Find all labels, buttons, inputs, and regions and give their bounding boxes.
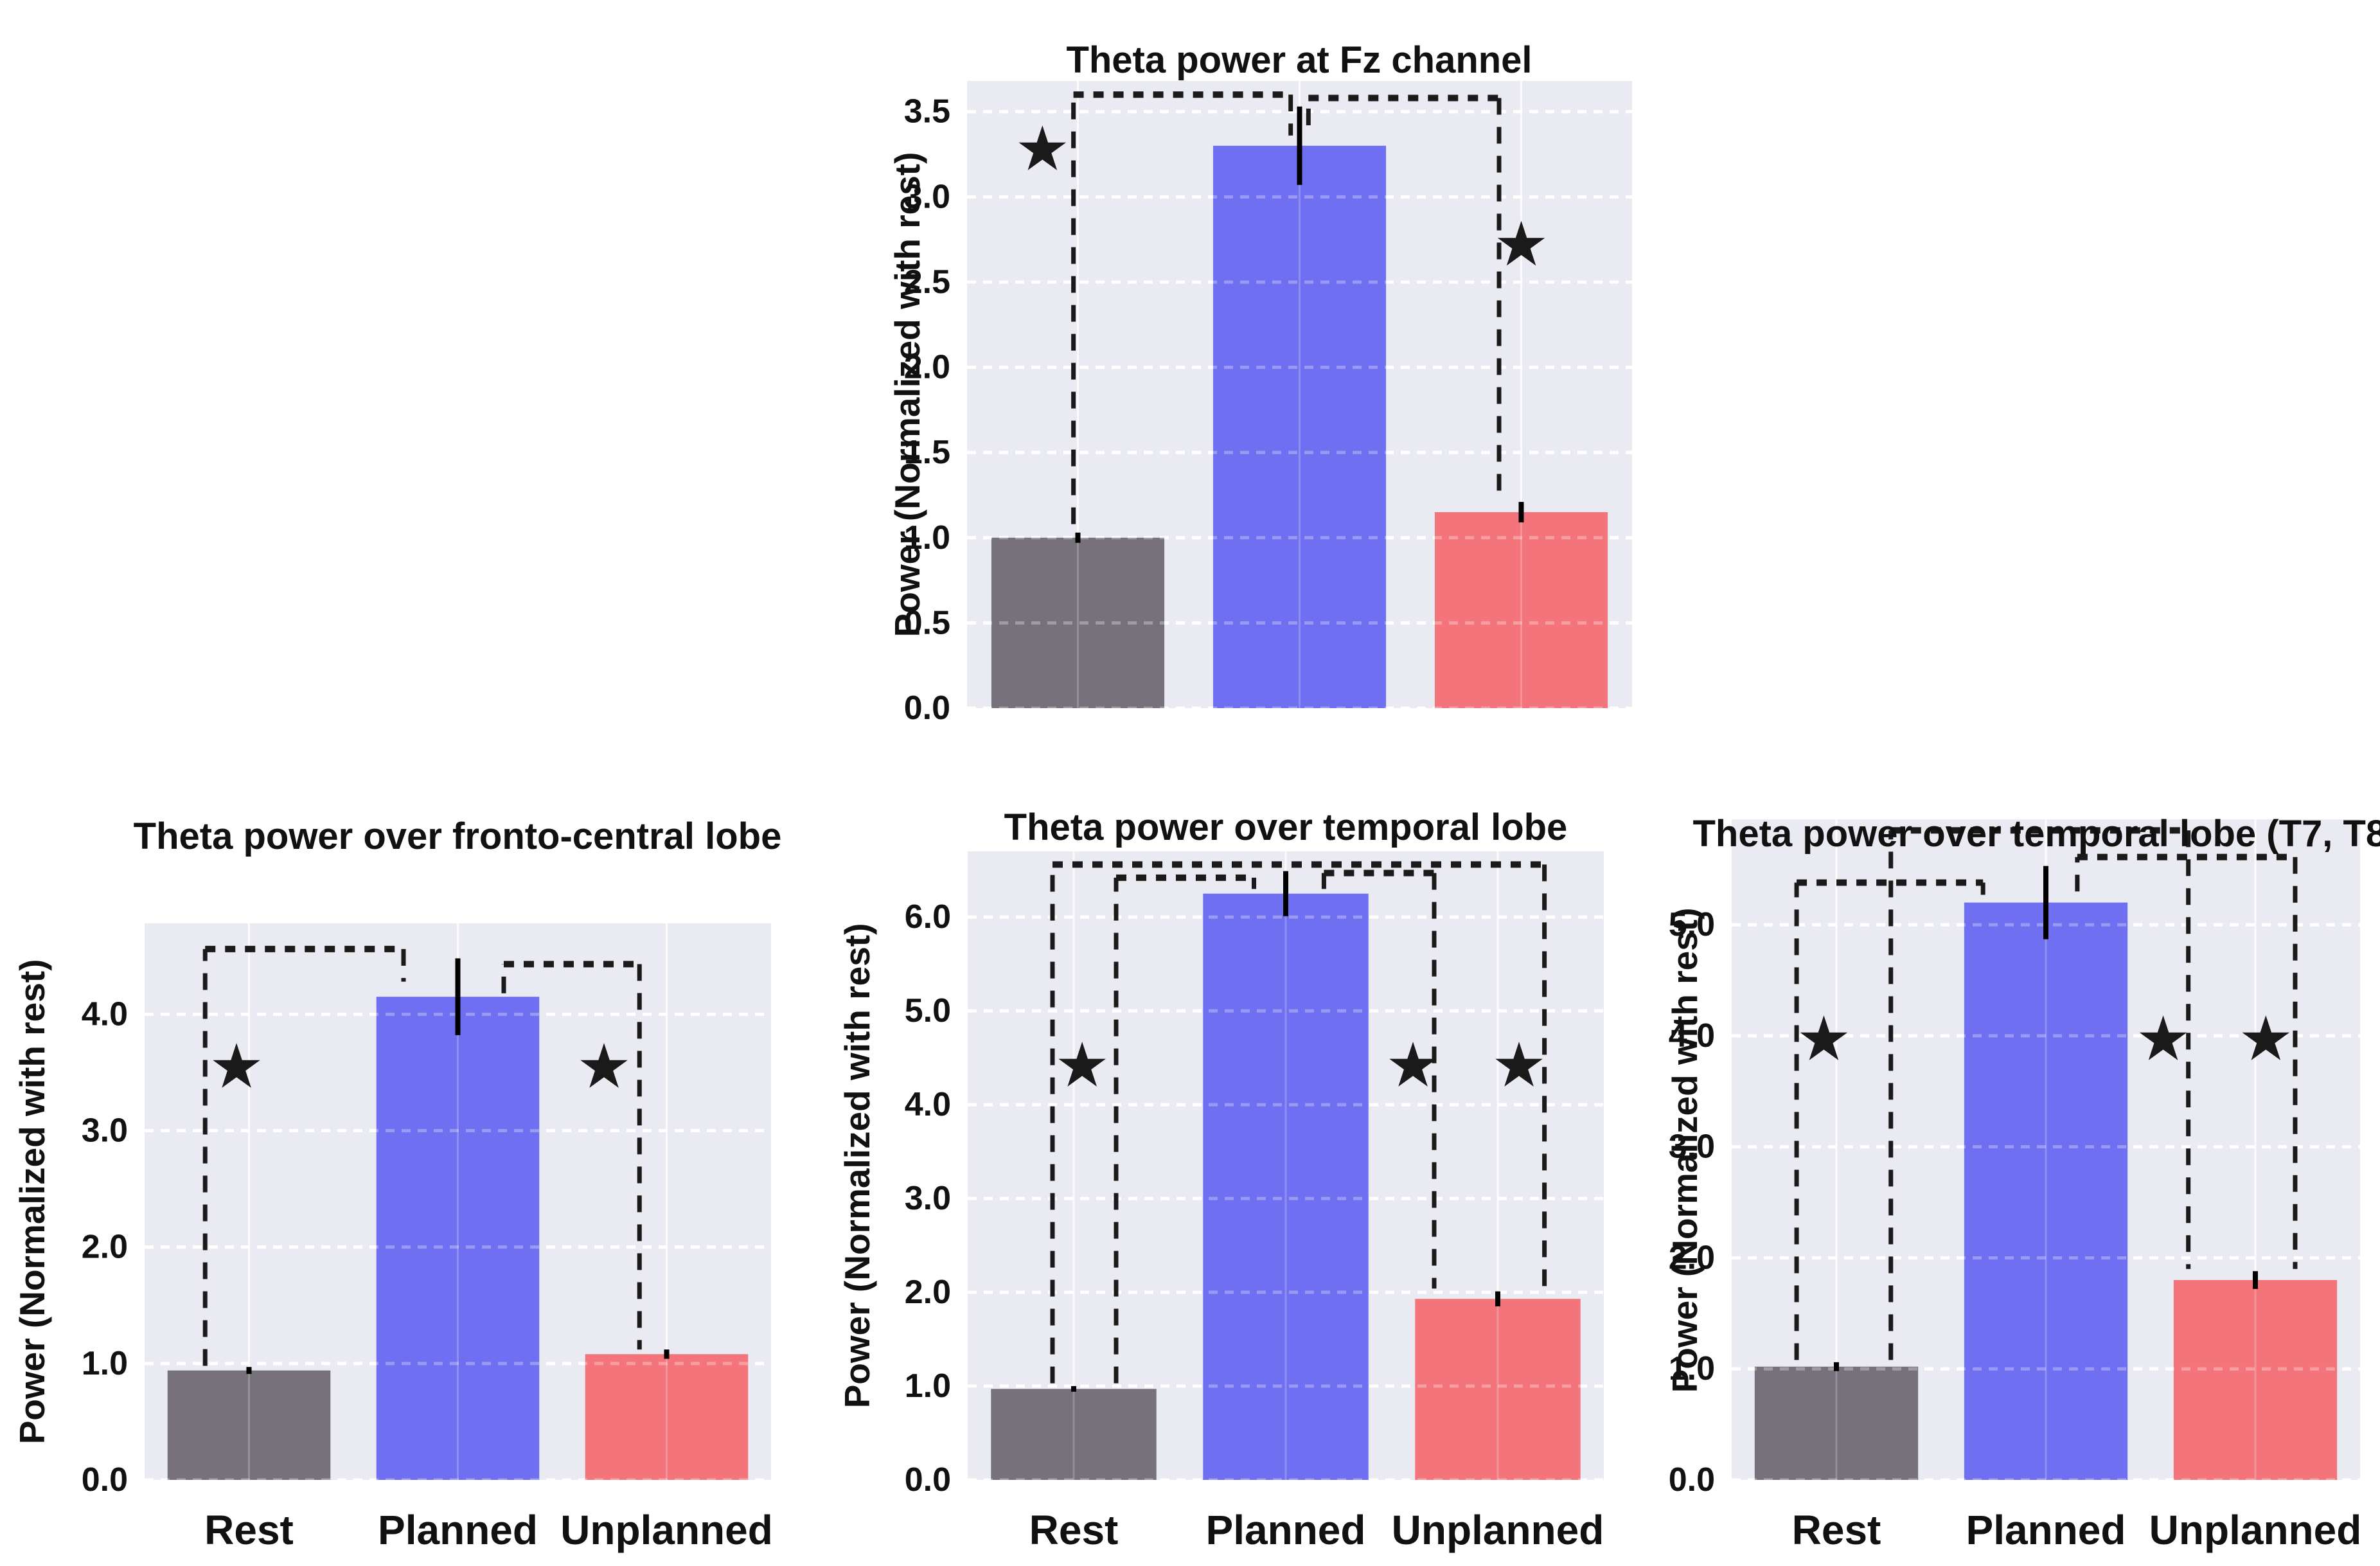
y-tick-label: 2.0	[904, 349, 950, 386]
chart-fz-channel: ★ ★ 0.0 0.5 1.0 1.5 2.0 2.5 3.0 3.5 Theta power a…	[790, 0, 1677, 752]
y-tick-label: 6.0	[905, 898, 951, 936]
y-tick-label: 0.0	[905, 1461, 951, 1499]
y-tick-label: 3.0	[82, 1112, 128, 1149]
y-tick-label: 5.0	[905, 992, 951, 1029]
significance-star-icon: ★	[1015, 115, 1070, 184]
y-axis-label: Power (Normalized with rest)	[12, 959, 52, 1445]
y-axis-label: Power (Normalized with rest)	[837, 923, 877, 1409]
x-tick-label-unplanned: Unplanned	[2149, 1507, 2362, 1553]
y-tick-label: 2.5	[904, 263, 950, 301]
y-tick-label: 3.0	[1669, 1128, 1715, 1166]
y-tick-label: 1.0	[1669, 1350, 1715, 1387]
chart-title: Theta power over temporal lobe	[1004, 806, 1568, 849]
bar-plot-temporal: ★ ★ ★ 0.0 1.0 2.0 3.0 4.0 5.0 6.0 Rest Planned Unpla…	[905, 851, 1604, 1553]
x-tick-label-planned: Planned	[1966, 1507, 2126, 1553]
chart-fronto-central: ★ ★ 0.0 1.0 2.0 3.0 4.0 Rest Planned Unplanned Th…	[0, 765, 803, 1566]
bar-rest	[991, 1389, 1157, 1480]
bar-unplanned	[2173, 1280, 2338, 1480]
x-tick-label-rest: Rest	[1792, 1507, 1881, 1553]
significance-star-icon: ★	[1054, 1031, 1110, 1099]
y-tick-label: 2.0	[1669, 1239, 1715, 1276]
x-tick-label-unplanned: Unplanned	[560, 1507, 773, 1553]
y-tick-label: 3.0	[905, 1180, 951, 1217]
y-tick-label: 1.0	[82, 1345, 128, 1382]
y-tick-label: 2.0	[82, 1229, 128, 1266]
bar-rest	[991, 537, 1165, 708]
bar-planned	[1212, 145, 1387, 709]
significance-bracket	[1888, 827, 2191, 1360]
significance-star-icon: ★	[1493, 210, 1549, 279]
y-tick-label: 4.0	[82, 995, 128, 1033]
bar-unplanned	[585, 1354, 749, 1480]
x-tick-label-rest: Rest	[1029, 1507, 1119, 1553]
significance-bracket	[1321, 869, 1437, 1289]
chart-title: Theta power over temporal lobe (T7, T8)	[1692, 813, 2380, 855]
x-tick-label-unplanned: Unplanned	[1392, 1507, 1604, 1553]
y-axis-label: Power (Normalized with rest)	[1665, 907, 1705, 1393]
y-tick-label: 4.0	[905, 1086, 951, 1123]
y-tick-label: 1.0	[905, 1367, 951, 1405]
x-tick-label-planned: Planned	[378, 1507, 538, 1553]
bar-planned	[1203, 893, 1369, 1480]
x-tick-label-rest: Rest	[204, 1507, 294, 1553]
bar-planned	[1964, 902, 2128, 1480]
chart-title: Theta power at Fz channel	[1066, 39, 1532, 82]
y-tick-label: 0.0	[1669, 1461, 1715, 1499]
y-tick-label: 0.0	[82, 1461, 128, 1499]
significance-bracket	[1114, 874, 1256, 1384]
y-tick-label: 1.5	[904, 434, 950, 471]
bar-plot-fronto-central: ★ ★ 0.0 1.0 2.0 3.0 4.0 Rest Planned Unplanned	[82, 923, 773, 1553]
y-tick-label: 3.0	[904, 178, 950, 215]
y-tick-label: 2.0	[905, 1274, 951, 1311]
bar-unplanned	[1415, 1299, 1581, 1480]
significance-star-icon: ★	[209, 1032, 264, 1101]
bar-rest	[167, 1370, 331, 1480]
chart-title: Theta power over fronto-central lobe	[133, 815, 782, 858]
significance-bracket	[1071, 91, 1293, 524]
significance-star-icon: ★	[2238, 1005, 2293, 1074]
y-tick-label: 5.0	[1669, 906, 1715, 943]
chart-temporal-lobe-t7-t8: ★ ★ ★ 0.0 1.0 2.0 3.0 4.0 5.0 Rest Planned Unplanne…	[1638, 765, 2380, 1566]
significance-star-icon: ★	[576, 1032, 632, 1101]
bar-plot-fz: ★ ★ 0.0 0.5 1.0 1.5 2.0 2.5 3.0 3.5	[904, 81, 1632, 727]
significance-bracket	[1794, 879, 1985, 1360]
significance-bracket	[501, 961, 642, 1350]
y-axis-label: Power (Normalized with rest)	[887, 152, 927, 637]
significance-bracket	[1050, 861, 1547, 1384]
significance-bracket	[2075, 853, 2298, 1269]
significance-bracket	[202, 945, 406, 1366]
y-tick-label: 0.0	[904, 690, 950, 727]
bar-plot-temporal-t7-t8: ★ ★ ★ 0.0 1.0 2.0 3.0 4.0 5.0 Rest Planned Unplanne…	[1669, 819, 2362, 1553]
significance-star-icon: ★	[1796, 1005, 1851, 1074]
y-tick-label: 4.0	[1669, 1017, 1715, 1054]
significance-bracket	[1306, 94, 1502, 497]
bar-planned	[376, 997, 540, 1480]
x-tick-label-planned: Planned	[1206, 1507, 1366, 1553]
significance-star-icon: ★	[1385, 1031, 1441, 1099]
significance-star-icon: ★	[1491, 1031, 1547, 1099]
bar-unplanned	[1434, 512, 1608, 708]
chart-temporal-lobe: ★ ★ ★ 0.0 1.0 2.0 3.0 4.0 5.0 6.0 Rest Planned Unpla…	[803, 765, 1632, 1566]
significance-star-icon: ★	[2136, 1005, 2191, 1074]
bar-rest	[1754, 1366, 1919, 1480]
y-tick-label: 1.0	[904, 519, 950, 556]
y-tick-label: 3.5	[904, 93, 950, 130]
y-tick-label: 0.5	[904, 604, 950, 641]
